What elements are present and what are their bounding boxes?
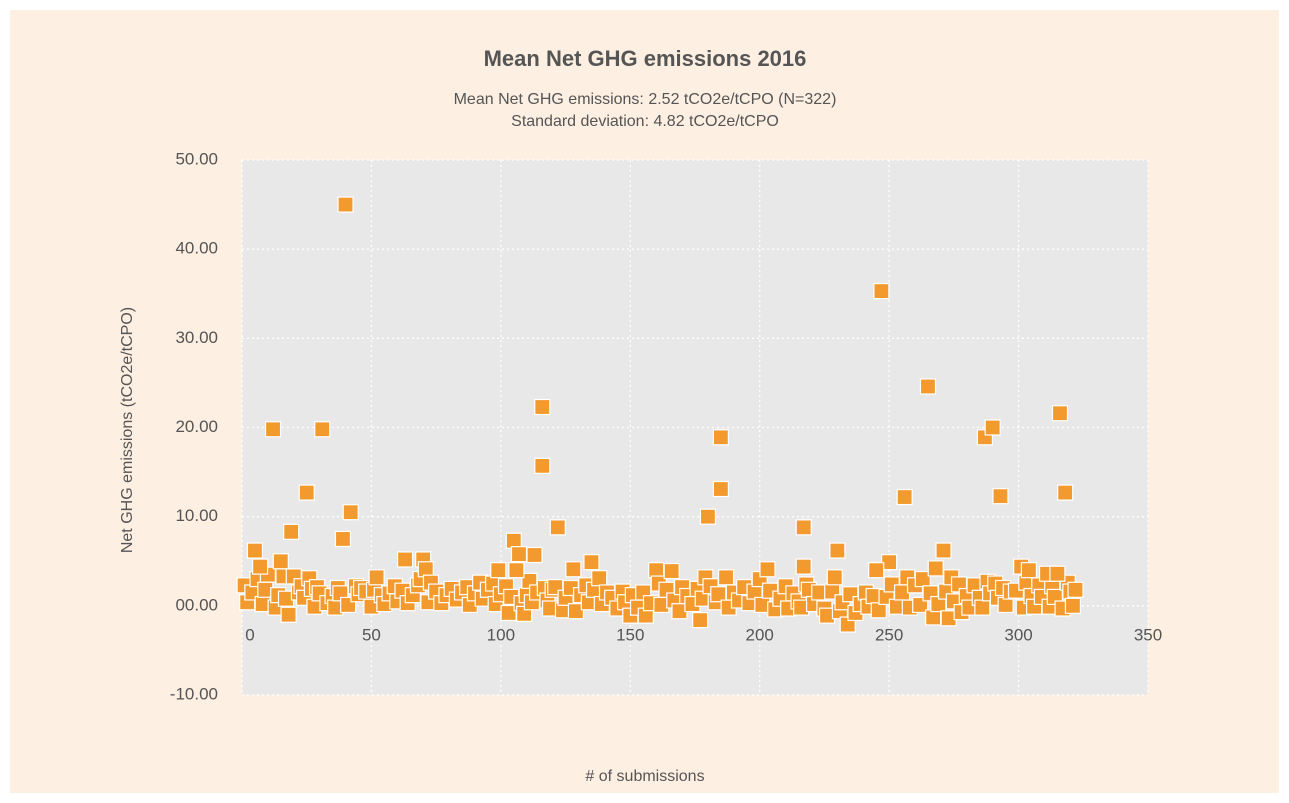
point [1067,581,1084,598]
point [1057,484,1074,501]
point [997,596,1014,614]
point [795,519,812,536]
point [334,530,352,548]
chart-subtitle: Standard deviation: 4.82 tCO2e/tCPO [511,113,779,130]
point [534,457,551,474]
point [337,196,354,213]
y-tick-label: 40.00 [175,239,218,258]
point [759,561,776,578]
point [368,569,385,586]
point [298,484,315,501]
x-tick-label: 250 [875,625,903,644]
y-tick-label: 10.00 [175,506,218,525]
point [283,523,300,540]
point [935,542,952,559]
point [1049,565,1066,582]
chart-subtitle: Mean Net GHG emissions: 2.52 tCO2e/tCPO … [454,91,837,108]
point [692,611,709,629]
point [710,586,727,603]
point [505,532,522,549]
point [490,562,507,579]
point [919,378,937,395]
point [314,421,331,438]
point [1051,405,1069,422]
point [252,558,269,575]
point [272,553,289,570]
point [591,570,608,587]
x-tick-label: 300 [1004,625,1032,644]
y-tick-label: 30.00 [175,328,218,347]
point [1064,597,1082,614]
point [549,519,566,536]
x-tick-label: 350 [1134,625,1162,644]
point [699,508,717,525]
point [829,542,846,559]
point [342,504,359,521]
point [925,609,942,626]
points [236,196,1084,633]
point [396,551,414,568]
point [583,554,600,571]
point [663,562,680,580]
point [648,562,665,579]
point [510,546,528,563]
point [984,419,1001,436]
point [417,561,434,578]
point [246,542,264,559]
point [264,421,282,438]
point [873,282,890,300]
x-tick-label: 200 [746,625,774,644]
point [795,558,812,575]
chart-title: Mean Net GHG emissions 2016 [484,46,807,71]
y-tick-label: 50.00 [175,149,218,168]
point [526,546,543,564]
point [565,561,582,578]
point [870,602,887,619]
point [712,480,729,498]
x-tick-label: 150 [616,625,644,644]
point [534,398,551,416]
y-tick-label: 00.00 [175,595,218,614]
point [992,488,1009,505]
point [974,599,991,616]
point [712,429,729,446]
x-tick-label: 50 [362,625,381,644]
point [896,488,913,506]
point [717,569,735,586]
y-tick-label: -10.00 [170,684,218,703]
point [280,606,297,623]
point [927,560,944,577]
point [868,562,885,579]
point [1020,562,1038,579]
point [567,603,585,620]
point [508,562,525,579]
point [826,569,843,586]
y-tick-label: 20.00 [175,417,218,436]
y-axis-label: Net GHG emissions (tCO2e/tCPO) [119,307,136,553]
x-tick-label: 0 [245,625,254,644]
x-tick-label: 100 [487,625,515,644]
x-axis-label: # of submissions [585,768,704,785]
